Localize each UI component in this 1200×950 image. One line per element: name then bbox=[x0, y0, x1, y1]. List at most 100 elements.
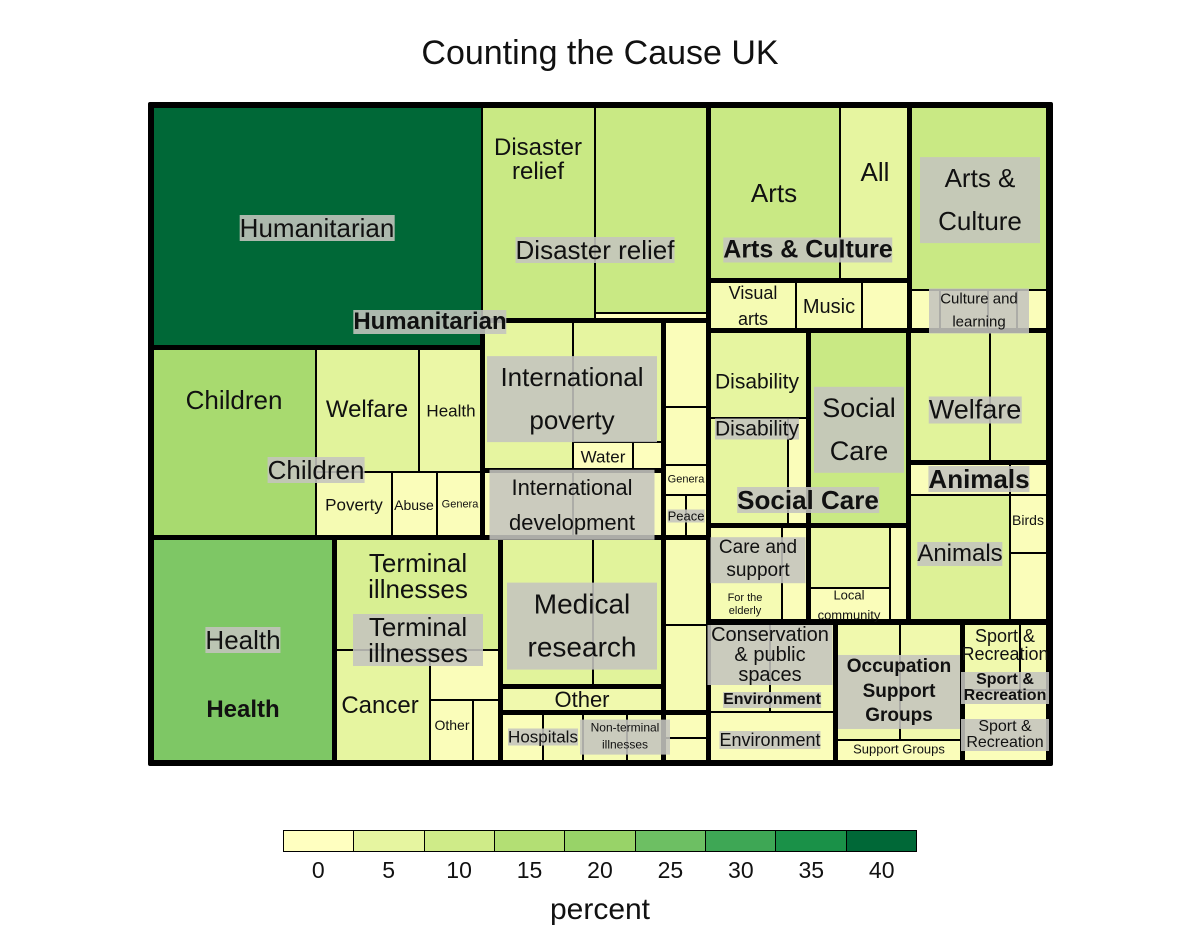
group-border bbox=[805, 330, 811, 622]
cell-label: Visual arts bbox=[728, 282, 778, 329]
legend-tick-label: 35 bbox=[798, 857, 825, 883]
treemap-cell bbox=[663, 712, 708, 738]
group-label: Sport & Recreation bbox=[961, 672, 1049, 704]
cell-label: Culture and learning bbox=[929, 288, 1029, 334]
cell-label: All bbox=[860, 157, 890, 187]
cell-label: Peace bbox=[667, 508, 705, 524]
cell-label: Music bbox=[802, 296, 856, 318]
cell-label: Humanitarian bbox=[239, 213, 395, 243]
cell-label: International poverty bbox=[487, 356, 657, 442]
group-border bbox=[708, 327, 1050, 333]
legend-tick-label: 20 bbox=[587, 857, 613, 883]
legend-tick-label: 25 bbox=[657, 857, 684, 883]
group-border bbox=[479, 320, 485, 537]
cell-label: Arts & Culture bbox=[920, 157, 1040, 243]
cell-label: Disaster relief bbox=[515, 235, 675, 265]
group-border bbox=[482, 317, 708, 323]
legend-swatch bbox=[284, 831, 355, 851]
cell-label: Arts bbox=[750, 178, 798, 208]
group-border bbox=[331, 537, 337, 762]
group-label: Animals bbox=[928, 464, 1030, 494]
cell-label: Conservation & public spaces bbox=[707, 625, 833, 685]
cell-label: Medical research bbox=[507, 582, 657, 670]
treemap-cell bbox=[595, 107, 708, 313]
treemap-cell bbox=[430, 700, 473, 762]
cell-label: Social Care bbox=[814, 386, 904, 474]
cell-label: Local community bbox=[817, 587, 881, 623]
legend-swatch bbox=[635, 831, 706, 851]
legend-swatch bbox=[354, 831, 425, 851]
treemap-cell bbox=[392, 472, 437, 537]
cell-label: For the elderly bbox=[727, 591, 763, 617]
group-border bbox=[705, 104, 711, 764]
cell-label: Hospitals bbox=[508, 727, 578, 747]
treemap-cell bbox=[708, 330, 808, 418]
treemap-cell bbox=[808, 525, 890, 588]
treemap-cell bbox=[808, 588, 890, 620]
cell-label: Disability bbox=[714, 417, 800, 441]
treemap-cell bbox=[663, 465, 708, 495]
group-border bbox=[497, 537, 503, 762]
treemap-cell bbox=[152, 347, 316, 537]
chart-title: Counting the Cause UK bbox=[421, 34, 779, 72]
cell-label: Other bbox=[554, 687, 610, 712]
cell-label: Water bbox=[580, 447, 626, 467]
legend-tick-label: 40 bbox=[868, 857, 895, 883]
legend-tick-label: 10 bbox=[446, 857, 472, 883]
cell-label: International development bbox=[489, 469, 655, 541]
cell-label: Welfare bbox=[325, 396, 409, 423]
cell-label: Health bbox=[426, 401, 476, 421]
cell-label: Genera bbox=[667, 473, 705, 486]
cell-label: Non-terminal illnesses bbox=[580, 719, 670, 755]
color-legend bbox=[283, 830, 917, 852]
legend-tick-label: 0 bbox=[311, 857, 325, 883]
group-border bbox=[832, 622, 838, 762]
group-border bbox=[500, 683, 663, 689]
cell-label: Other bbox=[434, 717, 470, 733]
group-border bbox=[905, 330, 911, 622]
treemap-cell bbox=[1010, 553, 1047, 620]
legend-tick-label: 5 bbox=[382, 857, 396, 883]
cell-label: Cancer bbox=[341, 692, 419, 719]
group-border bbox=[660, 537, 666, 762]
legend-swatch bbox=[776, 831, 847, 851]
group-border bbox=[708, 619, 1050, 625]
cell-label: Disability bbox=[714, 370, 800, 394]
cell-label: Poverty bbox=[325, 495, 383, 515]
group-label: Health bbox=[206, 696, 280, 723]
cell-label: Care and support bbox=[710, 537, 806, 583]
group-label: Humanitarian bbox=[353, 308, 507, 335]
group-border bbox=[152, 344, 482, 350]
cell-label: Environment bbox=[719, 730, 821, 750]
cell-label: Sport & Recreation bbox=[961, 626, 1049, 664]
treemap-cell bbox=[473, 700, 500, 762]
legend-title: percent bbox=[549, 893, 651, 926]
group-border bbox=[708, 277, 909, 283]
cell-label: Health bbox=[205, 625, 281, 655]
treemap-cell bbox=[437, 472, 482, 537]
cell-label: Support Groups bbox=[853, 741, 945, 757]
group-label: Environment bbox=[723, 691, 821, 708]
cell-label: Terminal illnesses bbox=[353, 614, 483, 666]
group-border bbox=[152, 534, 708, 540]
treemap-cell bbox=[1010, 495, 1047, 553]
treemap-frame bbox=[148, 102, 1053, 766]
legend-ticks: 0 5 10 15 20 25 30 35 40 bbox=[283, 857, 917, 884]
cell-label: Children bbox=[185, 385, 283, 415]
cell-label: Welfare bbox=[928, 394, 1022, 425]
legend-tick-label: 30 bbox=[728, 857, 754, 883]
treemap-cell bbox=[990, 330, 1047, 462]
group-label: Social Care bbox=[737, 485, 879, 515]
group-border bbox=[908, 459, 1050, 465]
cell-label: Genera bbox=[441, 498, 479, 511]
group-border bbox=[906, 104, 912, 330]
legend-swatch bbox=[424, 831, 495, 851]
group-border bbox=[660, 320, 666, 537]
cell-label: Abuse bbox=[394, 497, 434, 513]
legend-swatch bbox=[846, 831, 916, 851]
cell-label: Birds bbox=[1012, 512, 1044, 528]
legend-swatch bbox=[494, 831, 566, 851]
cell-label: Terminal illnesses bbox=[368, 548, 468, 604]
cell-label: Animals bbox=[917, 540, 1003, 567]
group-label: Occupation Support Groups bbox=[838, 654, 960, 730]
